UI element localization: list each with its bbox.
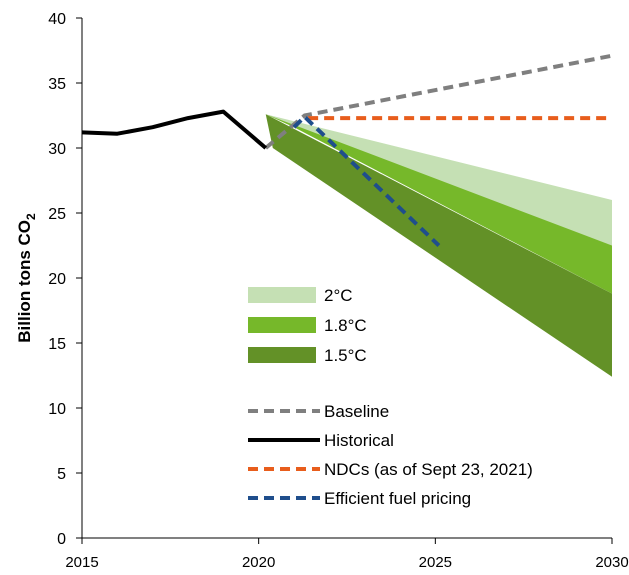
x-tick-label: 2015 <box>65 554 98 571</box>
y-tick-label: 5 <box>57 466 66 483</box>
y-axis-label: Billion tons CO2 <box>15 213 38 343</box>
series-historical <box>81 109 268 150</box>
legend-label-1-5-c: 1.5°C <box>324 346 367 365</box>
legend: 2°C 1.8°C 1.5°C Baseline Historical NDCs (as … <box>248 286 533 508</box>
x-tick-label: 2020 <box>242 554 275 571</box>
y-tick-label: 35 <box>48 76 66 93</box>
y-tick-label: 30 <box>48 141 66 158</box>
legend-swatch-1-8-c <box>248 317 316 333</box>
series-layer <box>81 53 613 247</box>
series-baseline <box>264 53 613 150</box>
y-tick-label: 10 <box>48 401 66 418</box>
x-tick-label: 2025 <box>419 554 452 571</box>
legend-label-historical: Historical <box>324 431 394 450</box>
series-efficient-fuel-pricing <box>292 114 441 247</box>
legend-label-efficient-fuel-pricing: Efficient fuel pricing <box>324 489 471 508</box>
legend-label-ndcs-as-of-sept-23-2021: NDCs (as of Sept 23, 2021) <box>324 460 533 479</box>
legend-label-1-8-c: 1.8°C <box>324 316 367 335</box>
y-tick-label: 0 <box>57 531 66 548</box>
y-tick-label: 20 <box>48 271 66 288</box>
x-tick-label: 2030 <box>595 554 628 571</box>
legend-label-2-c: 2°C <box>324 286 353 305</box>
y-tick-label: 40 <box>48 11 66 28</box>
y-tick-label: 15 <box>48 336 66 353</box>
legend-swatch-2-c <box>248 287 316 303</box>
legend-swatch-1-5-c <box>248 347 316 363</box>
legend-label-baseline: Baseline <box>324 402 389 421</box>
y-tick-label: 25 <box>48 206 66 223</box>
